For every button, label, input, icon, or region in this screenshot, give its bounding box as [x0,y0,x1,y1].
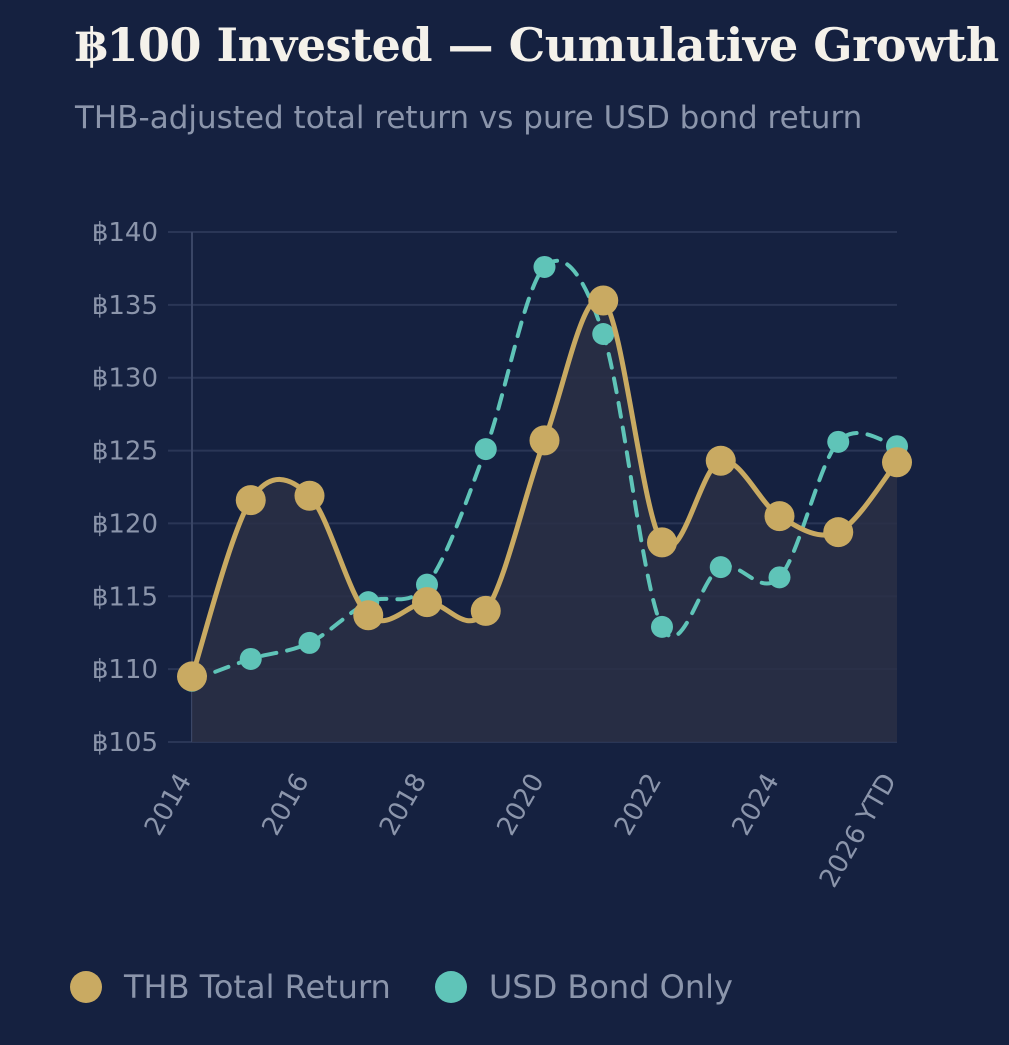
data-point-thb [529,425,560,456]
x-tick-label: 2016 [256,769,315,841]
data-point-thb [353,600,384,631]
chart-subtitle: THB-adjusted total return vs pure USD bo… [75,100,863,136]
data-point-thb [470,595,501,626]
data-point-usd [474,438,497,461]
data-point-thb [412,587,442,618]
data-point-usd [709,556,732,579]
thb-area [192,298,897,742]
x-tick-label: 2020 [491,769,550,841]
y-tick-label: ฿140 [92,218,158,248]
data-point-thb [882,447,912,478]
legend-swatch-thb [70,971,102,1003]
y-tick-label: ฿105 [92,728,158,758]
data-point-usd [768,566,791,589]
data-point-usd [239,647,262,670]
data-point-thb [235,485,266,516]
data-point-usd [533,255,556,278]
data-point-usd [651,615,673,638]
y-tick-label: ฿110 [92,655,158,685]
data-point-thb [647,527,677,558]
legend-label-thb: THB Total Return [124,968,391,1006]
series-line-usd [190,258,899,683]
data-point-usd [827,430,850,453]
data-point-usd [592,323,615,345]
data-point-thb [588,285,619,316]
x-tick-label: 2018 [374,769,433,841]
y-tick-label: ฿130 [92,364,158,394]
x-tick-label: 2022 [609,769,668,841]
data-point-usd [298,631,321,654]
chart-title: ฿100 Invested — Cumulative Growth [75,18,999,72]
legend-swatch-usd [434,971,467,1003]
data-point-thb [294,480,325,511]
x-tick-label: 2026 YTD [814,769,903,893]
legend-item-usd[interactable]: USD Bond Only [434,968,733,1006]
legend-item-thb[interactable]: THB Total Return [70,968,391,1006]
x-tick-label: 2014 [139,769,198,841]
legend-label-usd: USD Bond Only [488,968,733,1006]
y-tick-label: ฿120 [92,509,158,539]
data-point-thb [764,501,795,532]
y-tick-label: ฿125 [92,437,158,467]
y-tick-label: ฿115 [92,582,158,612]
legend: THB Total Return USD Bond Only [70,968,777,1006]
x-tick-label: 2024 [726,769,785,841]
line-chart: ฿105 ฿110 ฿115 ฿120 ฿125 ฿130 ฿135 ฿140 2014 2016… [92,218,912,893]
y-tick-label: ฿135 [92,291,158,321]
data-point-thb [705,445,736,476]
data-point-thb [177,661,207,692]
data-point-thb [823,517,854,548]
